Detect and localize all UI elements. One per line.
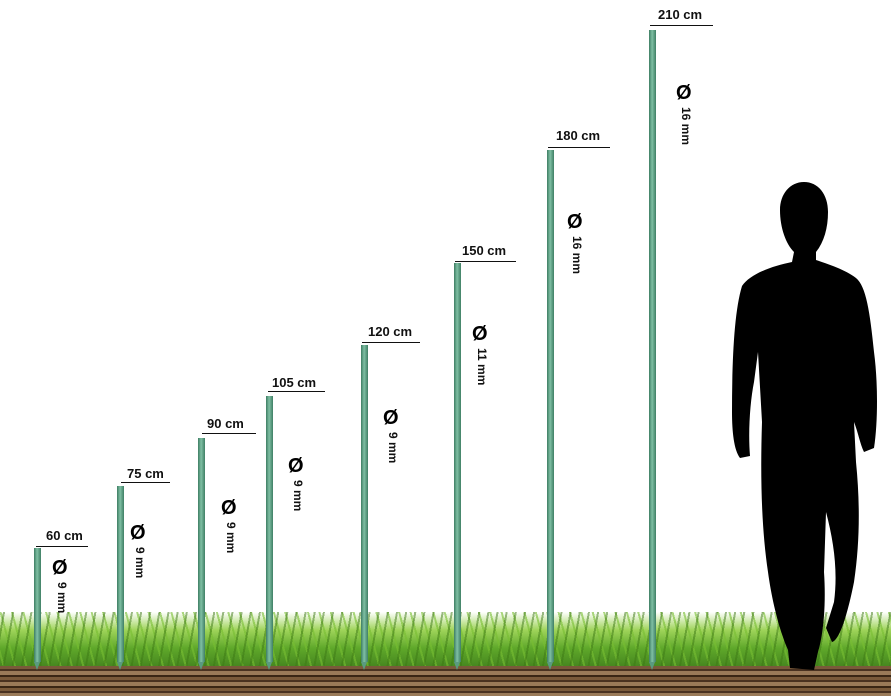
- height-label: 180 cm: [556, 128, 601, 143]
- diameter-symbol-icon: Ø: [472, 323, 488, 345]
- diameter-symbol-icon: Ø: [567, 211, 583, 233]
- height-marker-line: [36, 546, 88, 547]
- fence-post: [34, 548, 41, 670]
- diameter-label: 9 mm: [224, 522, 238, 554]
- height-label: 150 cm: [462, 243, 507, 258]
- height-label: 90 cm: [207, 416, 244, 431]
- soil-strip: [0, 666, 891, 696]
- diameter-label: 9 mm: [133, 547, 147, 579]
- diameter-symbol-icon: Ø: [676, 82, 692, 104]
- fence-post: [117, 486, 124, 670]
- fence-post: [649, 30, 656, 670]
- height-marker-line: [650, 25, 713, 26]
- diameter-label: 11 mm: [475, 348, 489, 386]
- fence-post: [198, 438, 205, 670]
- diameter-label: 16 mm: [679, 107, 693, 146]
- fence-post: [547, 150, 554, 670]
- diameter-symbol-icon: Ø: [130, 522, 146, 544]
- fence-post: [266, 396, 273, 670]
- height-marker-line: [202, 433, 256, 434]
- fence-post: [454, 263, 461, 670]
- diameter-symbol-icon: Ø: [383, 407, 399, 429]
- diameter-symbol-icon: Ø: [221, 497, 237, 519]
- person-silhouette: [732, 182, 877, 670]
- grass-strip: [0, 612, 891, 672]
- diameter-symbol-icon: Ø: [288, 455, 304, 477]
- height-marker-line: [362, 342, 420, 343]
- height-label: 75 cm: [127, 466, 164, 481]
- height-marker-line: [548, 147, 610, 148]
- diameter-label: 9 mm: [386, 432, 400, 464]
- diameter-label: 16 mm: [570, 236, 584, 275]
- diameter-symbol-icon: Ø: [52, 557, 68, 579]
- diameter-label: 9 mm: [291, 480, 305, 512]
- height-label: 120 cm: [368, 324, 413, 339]
- fence-post: [361, 345, 368, 670]
- diameter-label: 9 mm: [55, 582, 69, 614]
- height-label: 60 cm: [46, 528, 83, 543]
- height-label: 210 cm: [658, 7, 703, 22]
- height-marker-line: [268, 391, 325, 392]
- height-marker-line: [121, 482, 170, 483]
- height-label: 105 cm: [272, 375, 317, 390]
- height-marker-line: [455, 261, 516, 262]
